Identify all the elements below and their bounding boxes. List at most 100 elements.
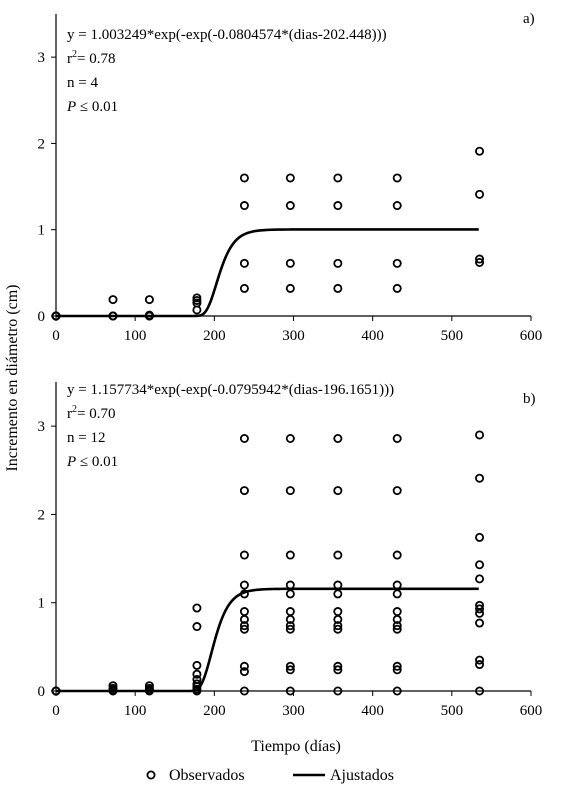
data-point <box>285 201 295 211</box>
data-point <box>285 621 295 631</box>
data-point <box>333 173 343 183</box>
y-tick-label: 3 <box>38 50 46 66</box>
x-tick-label: 600 <box>520 328 543 344</box>
x-tick-label: 300 <box>282 328 305 344</box>
y-tick-label: 1 <box>38 596 46 612</box>
data-point <box>333 550 343 560</box>
data-point <box>333 661 343 671</box>
data-point <box>475 560 485 570</box>
data-point <box>475 604 485 614</box>
data-point <box>108 295 118 305</box>
panel-b-r2: r2= 0.70 <box>67 404 115 422</box>
panel-a: 0 100 200 300 400 500 600 0 1 2 3 a) y = 1.003249*… <box>38 11 543 344</box>
data-point <box>475 660 485 670</box>
y-tick-label: 3 <box>38 419 46 435</box>
x-tick-label: 500 <box>441 703 464 719</box>
data-point <box>285 173 295 183</box>
x-tick-label: 100 <box>124 328 147 344</box>
panel-a-fitted-curve <box>56 228 479 318</box>
panel-b-ticks: 0 100 200 300 400 500 600 0 1 2 3 <box>38 419 543 719</box>
x-tick-label: 0 <box>52 328 60 344</box>
panel-a-equation: y = 1.003249*exp(-exp(-0.0804574*(dias-2… <box>67 27 387 43</box>
x-tick-label: 200 <box>203 328 226 344</box>
data-point <box>192 305 202 315</box>
data-point <box>392 661 402 671</box>
data-point <box>192 660 202 670</box>
data-point <box>239 580 249 590</box>
data-point <box>475 686 485 696</box>
panel-a-label: a) <box>523 11 535 27</box>
data-point <box>239 686 249 696</box>
x-tick-label: 600 <box>520 703 543 719</box>
data-point <box>392 607 402 617</box>
x-tick-label: 500 <box>441 328 464 344</box>
data-point <box>475 258 485 268</box>
x-tick-label: 300 <box>282 703 305 719</box>
y-tick-label: 2 <box>38 136 46 152</box>
data-point <box>192 622 202 632</box>
data-point <box>285 486 295 496</box>
data-point <box>392 550 402 560</box>
data-point <box>392 686 402 696</box>
data-point <box>333 201 343 211</box>
data-point <box>333 624 343 634</box>
data-point <box>392 201 402 211</box>
data-point <box>392 283 402 293</box>
data-point <box>239 621 249 631</box>
data-point <box>144 295 154 305</box>
data-point <box>333 258 343 268</box>
panel-b-fitted-curve <box>56 587 479 693</box>
data-point <box>475 473 485 483</box>
data-point <box>285 434 295 444</box>
data-point <box>475 655 485 665</box>
y-tick-label: 1 <box>38 223 46 239</box>
data-point <box>285 624 295 634</box>
data-point <box>239 667 249 677</box>
data-point <box>285 550 295 560</box>
legend-fitted-label: Ajustados <box>330 767 394 784</box>
panel-b-points <box>51 430 485 696</box>
data-point <box>333 486 343 496</box>
data-point <box>239 173 249 183</box>
data-point <box>475 574 485 584</box>
data-point <box>333 665 343 675</box>
data-point <box>392 486 402 496</box>
panel-b-p: P ≤ 0.01 <box>66 454 118 470</box>
data-point <box>392 434 402 444</box>
panel-a-points <box>51 146 485 321</box>
panel-b: 0 100 200 300 400 500 600 0 1 2 3 b) y = 1.157734*… <box>38 382 543 719</box>
data-point <box>475 608 485 618</box>
x-tick-label: 400 <box>361 703 384 719</box>
x-tick-label: 0 <box>52 703 60 719</box>
data-point <box>392 621 402 631</box>
y-tick-label: 2 <box>38 507 46 523</box>
data-point <box>239 614 249 624</box>
data-point <box>285 283 295 293</box>
panel-b-n: n = 12 <box>67 430 105 446</box>
data-point <box>475 189 485 199</box>
panel-a-axes <box>55 14 531 317</box>
data-point <box>333 434 343 444</box>
x-tick-label: 200 <box>203 703 226 719</box>
data-point <box>333 589 343 599</box>
legend-observed-label: Observados <box>169 767 245 784</box>
legend: Observados Ajustados <box>146 767 394 784</box>
data-point <box>239 550 249 560</box>
data-point <box>239 283 249 293</box>
panel-a-ticks: 0 100 200 300 400 500 600 0 1 2 3 <box>38 50 543 344</box>
data-point <box>239 434 249 444</box>
panel-a-p: P ≤ 0.01 <box>66 99 118 115</box>
data-point <box>285 614 295 624</box>
data-point <box>333 686 343 696</box>
data-point <box>285 661 295 671</box>
data-point <box>392 614 402 624</box>
data-point <box>239 624 249 634</box>
data-point <box>333 621 343 631</box>
data-point <box>333 607 343 617</box>
data-point <box>475 532 485 542</box>
data-point <box>285 607 295 617</box>
data-point <box>333 283 343 293</box>
panel-b-equation: y = 1.157734*exp(-exp(-0.0795942*(dias-1… <box>67 382 394 398</box>
data-point <box>285 589 295 599</box>
